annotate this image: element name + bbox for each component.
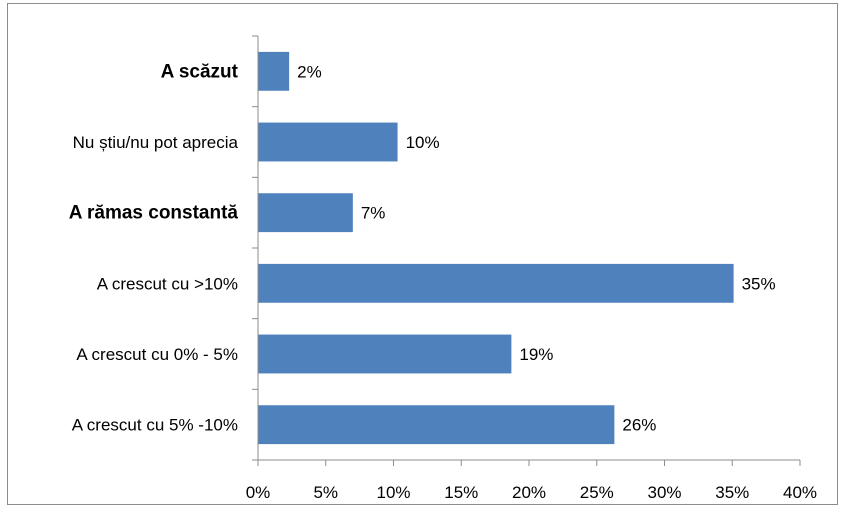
category-label-0: A scăzut [161, 61, 239, 82]
bar-0 [258, 51, 290, 91]
bars-layer [258, 51, 734, 445]
bar-4 [258, 334, 512, 374]
category-label-3: A crescut cu >10% [97, 274, 238, 293]
bar-5 [258, 405, 615, 445]
bar-3 [258, 263, 734, 303]
category-label-4: A crescut cu 0% - 5% [76, 345, 238, 364]
labels-layer: 2% A scăzut 10% Nu știu/nu pot aprecia 7% A r… [69, 61, 817, 502]
bar-1 [258, 122, 398, 162]
axes [252, 35, 801, 466]
x-tick-label-4: 20% [512, 483, 546, 502]
value-label-2: 7% [361, 204, 386, 223]
bar-2 [258, 193, 353, 233]
x-tick-label-1: 5% [313, 483, 338, 502]
category-label-1: Nu știu/nu pot aprecia [73, 133, 239, 152]
x-tick-label-2: 10% [376, 483, 410, 502]
value-label-0: 2% [297, 62, 322, 81]
x-tick-label-3: 15% [444, 483, 478, 502]
category-label-2: A rămas constantă [69, 203, 239, 224]
x-tick-label-7: 35% [715, 483, 749, 502]
x-tick-label-8: 40% [783, 483, 817, 502]
x-tick-label-5: 25% [580, 483, 614, 502]
category-label-5: A crescut cu 5% -10% [72, 416, 238, 435]
value-label-1: 10% [406, 133, 440, 152]
x-tick-label-0: 0% [246, 483, 271, 502]
x-tick-label-6: 30% [647, 483, 681, 502]
value-label-5: 26% [622, 416, 656, 435]
value-label-4: 19% [519, 345, 553, 364]
value-label-3: 35% [742, 274, 776, 293]
